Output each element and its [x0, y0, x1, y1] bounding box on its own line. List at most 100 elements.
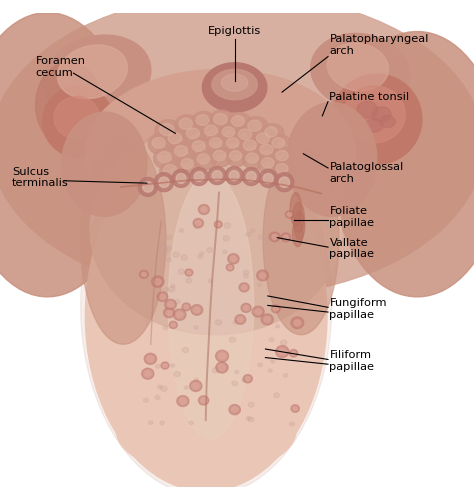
Polygon shape [231, 116, 245, 126]
Polygon shape [276, 346, 289, 357]
Polygon shape [380, 115, 395, 128]
Polygon shape [210, 147, 232, 167]
Polygon shape [178, 269, 184, 274]
Polygon shape [192, 141, 205, 152]
Polygon shape [191, 304, 203, 315]
Polygon shape [219, 365, 225, 370]
Polygon shape [164, 308, 174, 318]
Polygon shape [225, 167, 243, 185]
Polygon shape [276, 164, 288, 173]
Polygon shape [242, 150, 265, 169]
Polygon shape [196, 221, 201, 226]
Polygon shape [152, 276, 164, 287]
Polygon shape [239, 137, 263, 157]
Polygon shape [182, 125, 206, 145]
Polygon shape [264, 317, 270, 322]
Polygon shape [261, 314, 273, 325]
Polygon shape [168, 302, 173, 307]
Polygon shape [366, 118, 383, 132]
Polygon shape [116, 385, 296, 475]
Polygon shape [171, 284, 175, 288]
Polygon shape [194, 224, 200, 229]
Polygon shape [223, 250, 227, 253]
Polygon shape [241, 303, 251, 312]
Polygon shape [163, 364, 167, 367]
Polygon shape [190, 380, 202, 392]
Polygon shape [185, 269, 193, 276]
Polygon shape [291, 317, 304, 329]
Polygon shape [293, 202, 304, 233]
Polygon shape [202, 63, 267, 112]
Polygon shape [164, 248, 168, 251]
Polygon shape [214, 114, 227, 125]
Polygon shape [169, 321, 177, 328]
Polygon shape [160, 243, 165, 247]
Polygon shape [201, 398, 206, 403]
Polygon shape [279, 177, 290, 188]
Polygon shape [155, 364, 160, 368]
Polygon shape [269, 232, 280, 242]
Polygon shape [160, 294, 165, 299]
Polygon shape [256, 270, 269, 281]
Polygon shape [207, 248, 212, 252]
Polygon shape [210, 110, 234, 131]
Polygon shape [174, 299, 180, 304]
Polygon shape [273, 393, 280, 398]
Polygon shape [244, 274, 248, 278]
Polygon shape [294, 212, 305, 240]
Text: Fungiform
papillae: Fungiform papillae [329, 298, 387, 319]
Text: Sulcus
terminalis: Sulcus terminalis [12, 167, 69, 188]
Polygon shape [357, 101, 378, 118]
Polygon shape [134, 272, 139, 276]
Polygon shape [272, 305, 280, 313]
Polygon shape [257, 283, 262, 286]
Polygon shape [171, 364, 175, 367]
Polygon shape [221, 74, 248, 91]
Polygon shape [222, 127, 235, 137]
Polygon shape [253, 129, 276, 150]
Polygon shape [230, 256, 236, 261]
Polygon shape [168, 287, 175, 292]
Polygon shape [248, 417, 254, 422]
Polygon shape [157, 385, 162, 389]
Polygon shape [179, 118, 192, 129]
Polygon shape [229, 171, 239, 181]
Polygon shape [182, 303, 191, 311]
Polygon shape [228, 253, 239, 264]
Polygon shape [43, 86, 114, 157]
Polygon shape [184, 305, 189, 309]
Polygon shape [229, 151, 242, 161]
Polygon shape [210, 138, 222, 148]
Polygon shape [160, 421, 164, 425]
Polygon shape [281, 340, 287, 345]
Polygon shape [372, 107, 391, 122]
Polygon shape [244, 117, 268, 138]
Polygon shape [172, 169, 190, 188]
Polygon shape [171, 142, 194, 162]
Polygon shape [259, 169, 277, 188]
Polygon shape [276, 151, 288, 161]
Polygon shape [157, 242, 163, 246]
Polygon shape [176, 312, 183, 317]
Polygon shape [0, 12, 133, 297]
Polygon shape [229, 337, 236, 342]
Polygon shape [157, 292, 168, 301]
Polygon shape [327, 43, 389, 91]
Polygon shape [173, 252, 179, 257]
Polygon shape [176, 174, 186, 183]
Polygon shape [260, 273, 265, 278]
Polygon shape [287, 213, 292, 217]
Text: Palatopharyngeal
arch: Palatopharyngeal arch [329, 34, 429, 55]
Polygon shape [196, 115, 209, 125]
Polygon shape [148, 134, 172, 154]
Polygon shape [275, 173, 294, 192]
Polygon shape [261, 124, 284, 143]
Polygon shape [243, 375, 252, 383]
Polygon shape [214, 221, 222, 228]
Polygon shape [85, 141, 327, 491]
Polygon shape [174, 371, 181, 377]
Polygon shape [282, 297, 286, 300]
Polygon shape [200, 251, 204, 255]
Polygon shape [139, 235, 145, 239]
Polygon shape [194, 172, 204, 182]
